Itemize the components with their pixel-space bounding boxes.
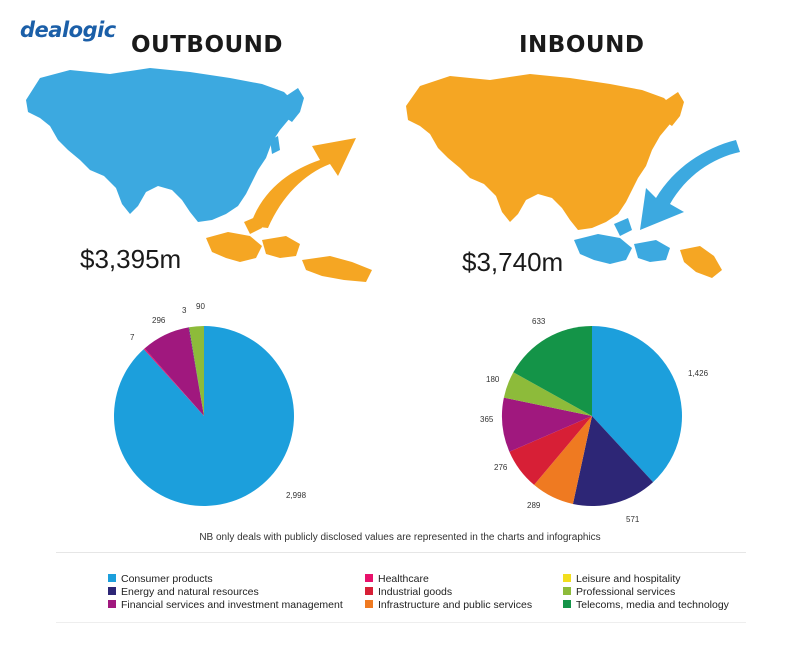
pie-data-label: 571	[626, 515, 640, 524]
outbound-asia-landmass	[26, 68, 304, 222]
legend-item: Energy and natural resources	[108, 586, 259, 598]
legend-swatch	[563, 587, 571, 595]
pie-slice	[188, 327, 204, 416]
legend-label: Professional services	[576, 586, 676, 598]
legend-swatch	[563, 574, 571, 582]
inbound-southeast-asia	[574, 218, 670, 264]
pie-slice	[503, 372, 592, 416]
pie-data-label: 90	[196, 302, 205, 311]
footnote: NB only deals with publicly disclosed va…	[199, 532, 601, 543]
outbound-arrow-icon	[250, 138, 356, 228]
outbound-title: OUTBOUND	[131, 32, 284, 58]
pie-data-label: 1,426	[688, 369, 709, 378]
legend-swatch	[365, 587, 373, 595]
pie-data-label: 3	[182, 306, 187, 315]
pie-slice	[144, 327, 204, 416]
legend-item: Industrial goods	[365, 586, 452, 598]
pie-data-label: 7	[130, 333, 135, 342]
legend-label: Telecoms, media and technology	[576, 599, 729, 611]
legend-item: Professional services	[563, 586, 675, 598]
legend-item: Healthcare	[365, 573, 429, 585]
legend-item: Consumer products	[108, 573, 213, 585]
inbound-pie-chart: 1,426 571 289 276 365 180 633	[480, 317, 709, 524]
legend-swatch	[365, 600, 373, 608]
legend-label: Infrastructure and public services	[378, 599, 533, 611]
pie-slice	[113, 326, 294, 506]
pie-slice	[592, 326, 682, 483]
divider	[56, 552, 746, 553]
pie-slice	[501, 397, 592, 452]
pie-data-label: 276	[494, 463, 508, 472]
legend-swatch	[365, 574, 373, 582]
legend-label: Industrial goods	[378, 586, 453, 598]
legend-label: Leisure and hospitality	[576, 573, 681, 585]
outbound-southeast-asia	[206, 216, 372, 282]
inbound-amount: $3,740m	[462, 247, 564, 277]
legend-label: Energy and natural resources	[121, 586, 259, 598]
pie-data-label: 633	[532, 317, 546, 326]
inbound-title: INBOUND	[519, 32, 645, 58]
pie-slice	[189, 326, 204, 416]
pie-slice	[534, 416, 592, 504]
pie-data-label: 289	[527, 501, 541, 510]
outbound-amount: $3,395m	[80, 244, 182, 274]
legend-item: Infrastructure and public services	[365, 599, 532, 611]
pie-data-label: 365	[480, 415, 494, 424]
legend-swatch	[108, 574, 116, 582]
dealogic-logo: dealogic	[20, 18, 116, 42]
pie-slice	[513, 326, 592, 416]
legend-swatch	[108, 600, 116, 608]
pie-data-label: 2,998	[286, 491, 307, 500]
pie-slice	[509, 416, 592, 485]
pie-data-label: 296	[152, 316, 166, 325]
legend-item: Financial services and investment manage…	[108, 599, 343, 611]
legend-item: Leisure and hospitality	[563, 573, 680, 585]
inbound-arrow-icon	[640, 140, 740, 230]
divider	[56, 622, 746, 623]
pie-slice	[572, 416, 654, 507]
pie-data-label: 180	[486, 375, 500, 384]
legend-label: Consumer products	[121, 573, 213, 585]
inbound-asia-landmass	[406, 74, 722, 278]
legend-label: Financial services and investment manage…	[121, 599, 343, 611]
legend-item: Telecoms, media and technology	[563, 599, 729, 611]
outbound-pie-chart: 2,998 7 296 3 90	[113, 302, 307, 506]
legend-label: Healthcare	[378, 573, 429, 585]
legend-swatch	[108, 587, 116, 595]
legend-swatch	[563, 600, 571, 608]
pie-slice	[143, 348, 204, 416]
